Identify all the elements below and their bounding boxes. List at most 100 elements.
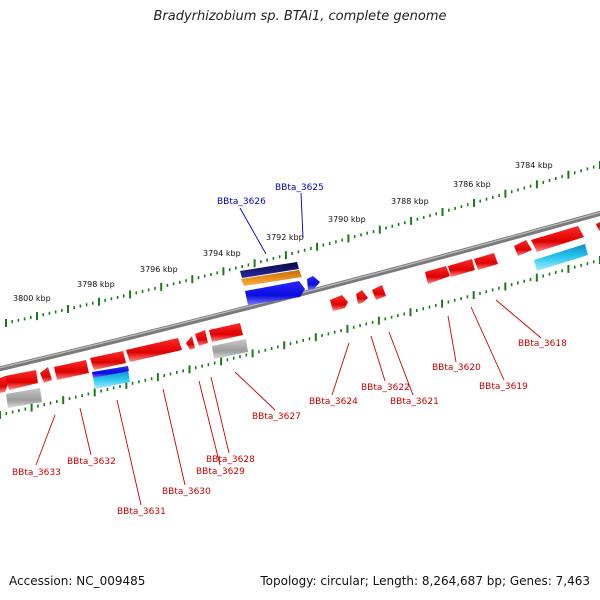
gene-red-lower-9[interactable] xyxy=(209,323,243,342)
gene-label-3621[interactable]: BBta_3621 xyxy=(390,397,439,407)
ruler-label-3796: 3796 kbp xyxy=(140,265,178,274)
gene-label-3628[interactable]: BBta_3628 xyxy=(206,455,255,465)
callout-line-3632 xyxy=(79,407,92,456)
gene-blue-upper-small[interactable] xyxy=(307,276,320,290)
gene-label-3618[interactable]: BBta_3618 xyxy=(518,339,567,349)
gene-grey-lower-1[interactable] xyxy=(212,339,248,359)
gene-label-3631[interactable]: BBta_3631 xyxy=(117,507,166,517)
ruler-tick-lower-minor-94 xyxy=(592,260,595,264)
genes-lower-strand xyxy=(0,323,248,408)
callout-lines xyxy=(35,192,542,506)
gene-red-upper-5[interactable] xyxy=(448,259,475,277)
ruler-tick-lower-minor-89 xyxy=(561,269,563,273)
ruler-tick-lower-minor-93 xyxy=(586,262,589,266)
gene-red-lower-8[interactable] xyxy=(195,330,208,346)
gene-red-lower-2[interactable] xyxy=(5,370,38,390)
ruler-tick-lower-minor-4 xyxy=(24,407,27,411)
ruler-tick-lower-minor-21 xyxy=(131,381,134,385)
gene-red-upper-7[interactable] xyxy=(514,240,532,256)
ruler-tick-upper-minor-14 xyxy=(92,301,94,305)
ruler-tick-upper-minor-32 xyxy=(203,274,206,278)
ruler-tick-lower-minor-29 xyxy=(182,369,184,373)
ruler-tick-lower-minor-76 xyxy=(479,291,481,295)
gene-navy-upper[interactable] xyxy=(240,262,299,278)
ruler-tick-upper-major-75 xyxy=(473,198,475,207)
ruler-tick-lower-minor-63 xyxy=(397,314,399,318)
ruler-tick-lower-minor-54 xyxy=(340,329,342,333)
ruler-tick-lower-major-20 xyxy=(125,380,128,389)
ruler-label-3786: 3786 kbp xyxy=(453,180,491,189)
ruler-tick-upper-minor-24 xyxy=(154,286,156,290)
gene-cyan-lower[interactable] xyxy=(93,370,130,389)
ruler-tick-upper-minor-48 xyxy=(303,248,306,252)
gene-red-lower-6[interactable] xyxy=(126,338,182,362)
ruler-tick-lower-minor-1 xyxy=(5,412,8,415)
gene-red-lower-7[interactable] xyxy=(186,336,195,350)
ruler-tick-lower-major-90 xyxy=(567,264,570,273)
gene-label-3626[interactable]: BBta_3626 xyxy=(217,197,266,207)
gene-blue-upper-large[interactable] xyxy=(245,281,305,305)
gene-red-lower-5[interactable] xyxy=(90,351,126,370)
ruler-tick-upper-minor-54 xyxy=(341,238,343,242)
gene-label-3633[interactable]: BBta_3633 xyxy=(12,468,61,478)
gene-red-upper-3[interactable] xyxy=(372,285,386,300)
ruler-tick-upper-major-60 xyxy=(378,225,381,234)
ruler-tick-upper-minor-71 xyxy=(448,208,450,212)
gene-red-lower-4[interactable] xyxy=(54,360,89,380)
gene-label-3619[interactable]: BBta_3619 xyxy=(479,382,528,392)
gene-red-lower-3[interactable] xyxy=(40,367,52,383)
gene-red-lower-1[interactable] xyxy=(0,376,8,393)
gene-label-3622[interactable]: BBta_3622 xyxy=(361,383,410,393)
gene-red-upper-1[interactable] xyxy=(330,295,348,311)
gene-label-3629[interactable]: BBta_3629 xyxy=(196,467,245,477)
gene-label-3627[interactable]: BBta_3627 xyxy=(252,412,301,422)
gene-label-3624[interactable]: BBta_3624 xyxy=(309,397,358,407)
ruler-tick-lower-minor-71 xyxy=(447,300,450,304)
ruler-tick-lower-minor-32 xyxy=(201,364,203,368)
gene-red-upper-2[interactable] xyxy=(356,290,368,304)
ruler-tick-upper-minor-18 xyxy=(116,295,119,299)
ruler-tick-upper-major-20 xyxy=(129,290,132,299)
ruler-tick-lower-minor-17 xyxy=(106,388,109,391)
ruler-tick-upper-minor-57 xyxy=(360,233,362,237)
ruler-tick-upper-major-85 xyxy=(535,180,538,189)
ruler-tick-lower-minor-38 xyxy=(239,355,241,359)
ruler-tick-lower-minor-91 xyxy=(573,265,576,269)
gene-red-upper-4[interactable] xyxy=(425,266,450,284)
ruler-tick-upper-minor-21 xyxy=(135,291,138,295)
ruler-label-3792: 3792 kbp xyxy=(266,233,304,242)
ruler-tick-upper-minor-63 xyxy=(397,223,400,226)
ruler-tick-upper-minor-81 xyxy=(510,190,513,194)
ruler-tick-lower-minor-23 xyxy=(144,378,147,382)
gene-label-3625[interactable]: BBta_3625 xyxy=(275,183,324,193)
ruler-tick-lower-minor-46 xyxy=(289,342,292,346)
ruler-tick-lower-major-5 xyxy=(30,403,33,412)
ruler-tick-upper-major-10 xyxy=(67,305,69,313)
ruler-tick-lower-major-50 xyxy=(314,333,317,342)
gene-red-upper-6[interactable] xyxy=(474,253,498,270)
gene-labels: BBta_3625 BBta_3626 BBta_3618 BBta_3619 … xyxy=(12,183,567,517)
gene-label-3632[interactable]: BBta_3632 xyxy=(67,457,116,467)
ruler-ticks-upper xyxy=(5,161,600,327)
ruler-tick-upper-major-55 xyxy=(347,234,350,243)
callout-line-3618 xyxy=(495,299,542,339)
ruler-ticks-lower xyxy=(0,256,600,419)
callout-line-3622 xyxy=(370,335,386,382)
gene-label-3620[interactable]: BBta_3620 xyxy=(432,363,481,373)
gene-grey-lower-2[interactable] xyxy=(6,388,42,408)
ruler-tick-upper-minor-26 xyxy=(166,283,169,287)
gene-red-upper-9[interactable] xyxy=(596,220,600,231)
gene-blue-lower[interactable] xyxy=(92,366,129,378)
ruler-tick-upper-minor-4 xyxy=(30,316,32,319)
ruler-tick-upper-major-80 xyxy=(504,189,507,198)
ruler-tick-upper-minor-9 xyxy=(61,308,63,312)
callout-line-3627 xyxy=(234,371,276,411)
gene-label-3630[interactable]: BBta_3630 xyxy=(162,487,211,497)
gene-cyan-upper[interactable] xyxy=(534,244,588,271)
ruler-tick-lower-minor-3 xyxy=(18,409,20,413)
ruler-tick-upper-minor-29 xyxy=(185,279,187,283)
gene-orange-upper[interactable] xyxy=(241,270,302,286)
ruler-tick-lower-major-0 xyxy=(0,411,1,419)
ruler-tick-upper-minor-11 xyxy=(73,306,75,310)
gene-red-upper-8[interactable] xyxy=(531,226,584,252)
